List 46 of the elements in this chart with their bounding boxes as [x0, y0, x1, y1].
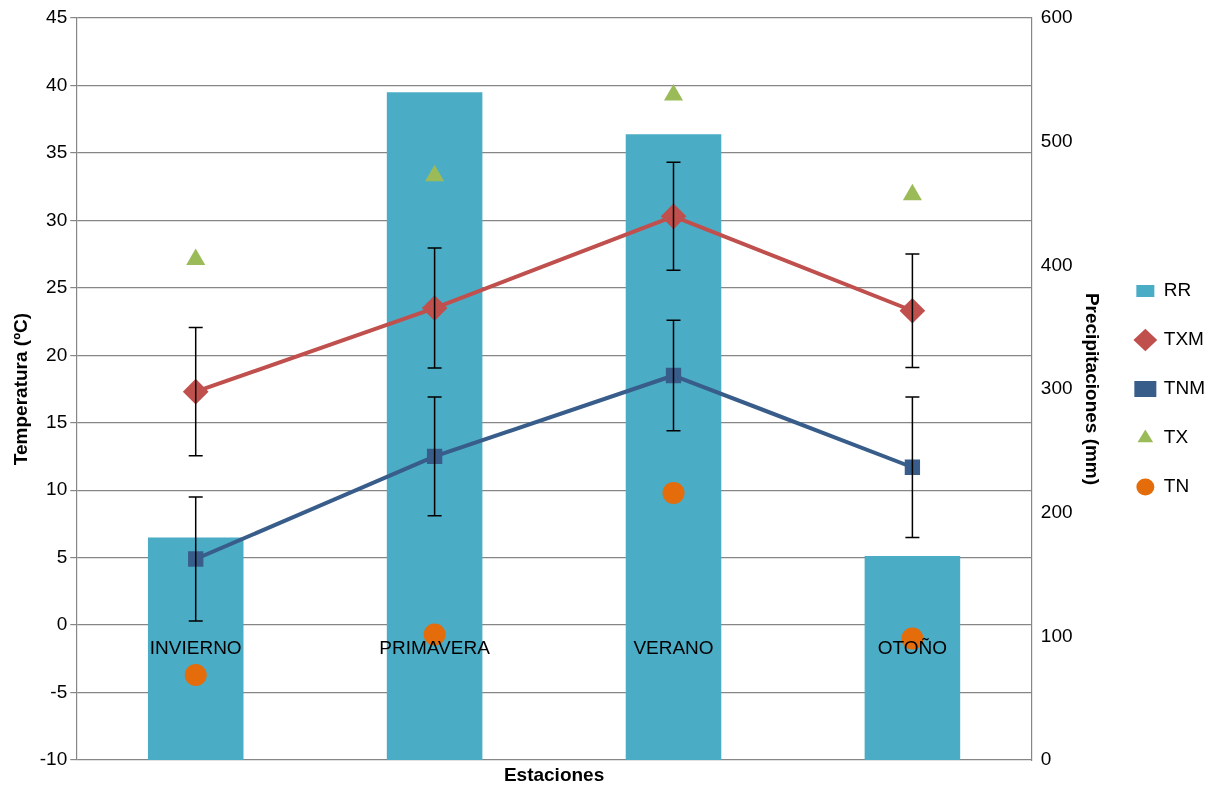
- x-tick-label: INVIERNO: [149, 636, 242, 658]
- bar: [864, 555, 961, 760]
- y-tick-label: 35: [46, 141, 68, 163]
- y-tick-label: 25: [46, 276, 68, 298]
- legend-label: TXM: [1163, 328, 1204, 350]
- y-tick-label: 20: [46, 343, 68, 365]
- y-axis-title: Temperatura (ºC): [9, 312, 31, 466]
- point: [663, 83, 684, 101]
- y2-tick-label: 400: [1040, 253, 1073, 275]
- y2-tick-label: 100: [1040, 624, 1073, 646]
- point: [902, 183, 922, 201]
- legend-label: TX: [1163, 426, 1189, 448]
- point: [188, 551, 204, 567]
- bar: [625, 134, 722, 760]
- y-tick-label: 30: [46, 208, 68, 230]
- x-axis-title: Estaciones: [503, 763, 605, 785]
- y-tick-label: -5: [50, 680, 68, 702]
- point: [184, 664, 207, 687]
- point: [183, 379, 208, 404]
- legend-label: TNM: [1163, 377, 1205, 399]
- point: [426, 448, 443, 465]
- y-tick-label: 45: [46, 6, 68, 28]
- y2-tick-label: 300: [1040, 377, 1073, 399]
- y2-tick-label: 500: [1040, 129, 1073, 151]
- point: [662, 481, 685, 504]
- point: [425, 164, 445, 182]
- y-tick-label: 40: [46, 73, 68, 95]
- point: [900, 298, 925, 323]
- y-tick-label: 15: [46, 410, 68, 432]
- y-tick-label: 10: [46, 478, 68, 500]
- point: [186, 248, 206, 265]
- y2-axis-title: Precipitaciones (mm): [1081, 292, 1103, 486]
- legend-label: RR: [1163, 279, 1192, 301]
- x-tick-label: OTOÑO: [877, 636, 948, 658]
- x-tick-label: VERANO: [633, 636, 714, 658]
- point: [661, 204, 686, 229]
- y2-tick-label: 200: [1040, 500, 1073, 522]
- y2-tick-label: 600: [1040, 6, 1073, 28]
- legend-label: TN: [1163, 475, 1190, 497]
- y-tick-label: 0: [56, 613, 68, 635]
- y2-tick-label: 0: [1040, 748, 1052, 770]
- y-tick-label: -10: [39, 748, 68, 770]
- bar: [147, 537, 244, 760]
- point: [904, 459, 921, 475]
- y-tick-label: 5: [56, 545, 68, 567]
- point: [422, 296, 447, 321]
